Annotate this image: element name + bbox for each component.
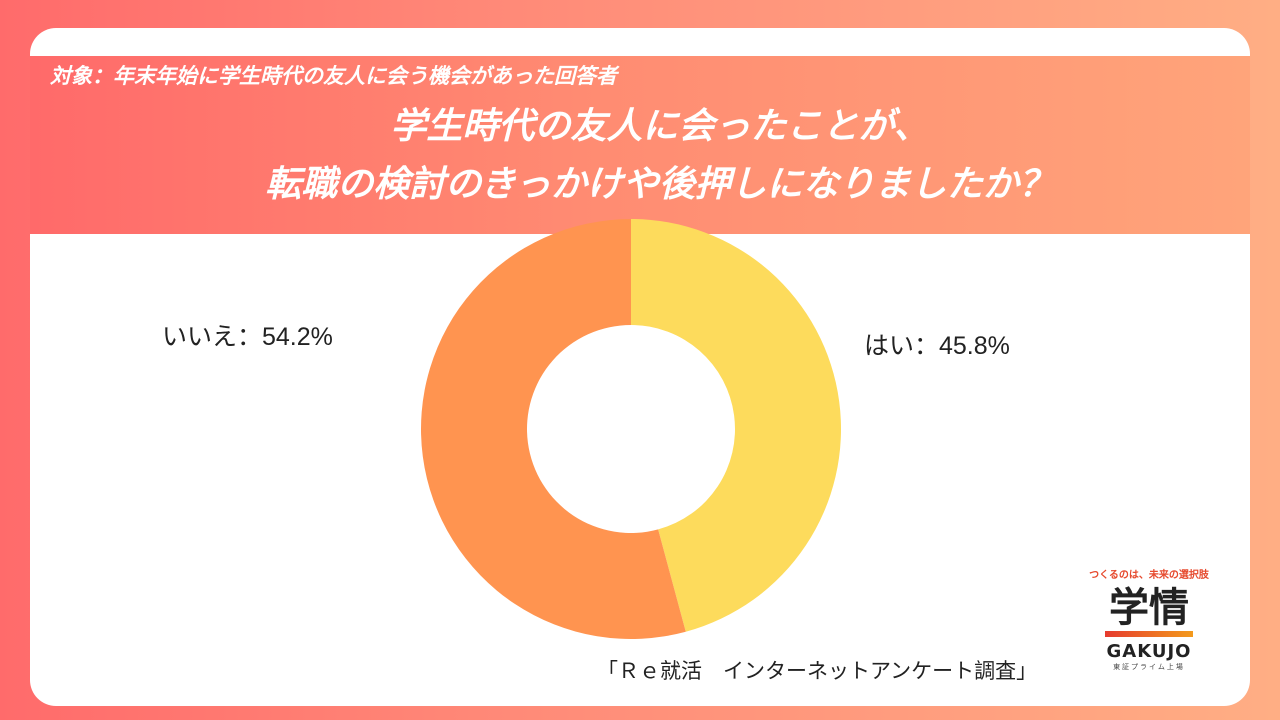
logo-bar: [1105, 631, 1193, 637]
survey-subject: 対象：年末年始に学生時代の友人に会う機会があった回答者: [50, 64, 617, 88]
gakujo-logo: つくるのは、未来の選択肢 学情 GAKUJO 東証プライム上場: [1083, 566, 1215, 672]
card: 対象：年末年始に学生時代の友人に会う機会があった回答者 学生時代の友人に会ったこ…: [30, 28, 1250, 706]
title-line-2: 転職の検討のきっかけや後押しになりましたか？: [265, 164, 1055, 205]
slice-label-yes: はい：45.8%: [864, 332, 1010, 360]
title-line-1: 学生時代の友人に会ったことが、: [390, 106, 930, 147]
donut-slice-no: [421, 218, 686, 639]
logo-name: GAKUJO: [1106, 641, 1192, 662]
logo-sub: 東証プライム上場: [1113, 663, 1185, 671]
page-title: 学生時代の友人に会ったことが、 転職の検討のきっかけや後押しになりましたか？: [30, 98, 1250, 214]
donut-slice-yes: [631, 219, 842, 632]
logo-mark: 学情: [1109, 585, 1189, 631]
source-note: 「Ｒｅ就活 インターネットアンケート調査」: [597, 659, 1038, 683]
slice-label-no: いいえ：54.2%: [162, 323, 333, 351]
header-band: [30, 56, 1250, 234]
logo-tagline: つくるのは、未来の選択肢: [1089, 570, 1209, 581]
